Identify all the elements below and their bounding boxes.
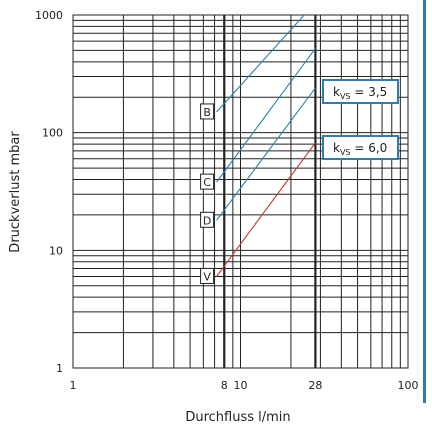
y-axis-title: Druckverlust mbar: [8, 131, 23, 253]
chart-grid: [72, 14, 409, 369]
series-marker-label: B: [203, 106, 211, 119]
x-tick-label: 8: [221, 379, 228, 392]
plot-frame: [72, 14, 409, 369]
kvs-callout-box: [322, 135, 399, 160]
series-marker-label: D: [203, 214, 211, 227]
x-tick-label: 1: [70, 379, 77, 392]
y-tick-label: 10: [49, 244, 63, 257]
series-marker-box: [200, 103, 215, 120]
series-marker-label: C: [203, 176, 211, 189]
series-marker-label: V: [203, 270, 211, 283]
series-line-b: [216, 14, 305, 113]
series-marker-box: [200, 267, 215, 284]
x-tick-label: 10: [234, 379, 248, 392]
tick-labels: 1 8 10 28 100 1 10 100 1000: [35, 9, 419, 392]
x-tick-label: 100: [398, 379, 419, 392]
y-tick-label: 1000: [35, 9, 63, 22]
kvs-callouts: kVS = 3,5 kVS = 6,0: [322, 79, 399, 160]
series-line-c: [216, 48, 316, 183]
series-line-v: [216, 142, 316, 277]
kvs-callout-label: kVS = 3,5: [333, 85, 387, 101]
series-markers: B C D V: [200, 103, 215, 284]
chart-series: [216, 14, 316, 277]
kvs-callout-box: [322, 79, 399, 104]
x-tick-label: 28: [308, 379, 322, 392]
accent-bar: [423, 0, 426, 403]
kvs-callout-label: kVS = 6,0: [333, 141, 387, 157]
y-tick-label: 100: [42, 127, 63, 140]
series-marker-box: [200, 173, 215, 190]
series-line-d: [216, 87, 316, 221]
series-marker-box: [200, 211, 215, 228]
y-tick-label: 1: [56, 362, 63, 375]
x-axis-title: Durchfluss l/min: [185, 410, 290, 425]
